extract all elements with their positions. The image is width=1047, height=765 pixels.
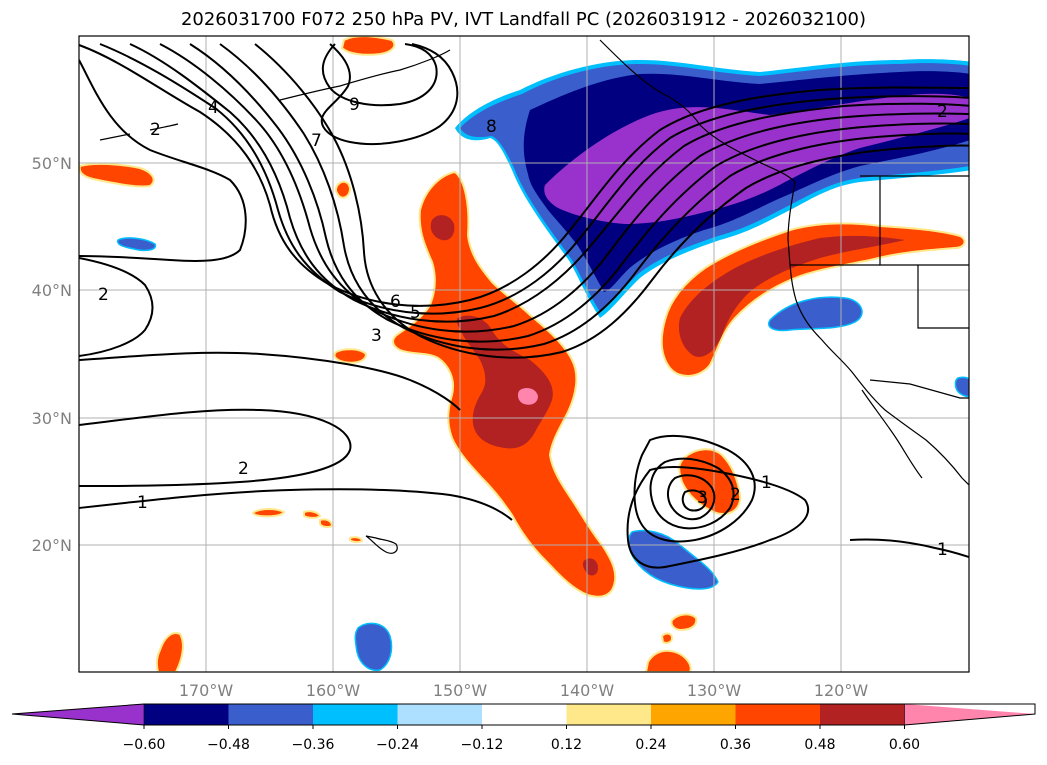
colorbar-bin (651, 704, 736, 725)
contour-label: 2 (937, 102, 948, 122)
patch-hawaii-w1 (252, 508, 286, 518)
patch-hawaii-w2 (303, 510, 322, 519)
contour-label: 5 (410, 303, 421, 323)
contour-label: 1 (761, 473, 772, 493)
lat-label: 40°N (32, 281, 72, 300)
red-blob-north (430, 215, 455, 241)
colorbar-under-extension (12, 704, 144, 725)
colorbar-over-extension (904, 704, 1035, 725)
colorbar-tick-label: −0.48 (207, 737, 250, 753)
colorbar-bin (228, 704, 313, 725)
patch-hawaii-w4 (349, 536, 364, 544)
contour-label: 1 (137, 493, 148, 513)
lon-labels: 170°W 160°W 150°W 140°W 130°W 120°W (179, 681, 869, 700)
colorbar-tick-label: −0.36 (292, 737, 335, 753)
pv-contours (79, 43, 969, 569)
positive-ivt-shading (79, 36, 966, 672)
contour-label: 4 (208, 98, 219, 118)
lat-labels: 50°N 40°N 30°N 20°N (32, 154, 72, 555)
contour-label: 2 (238, 459, 249, 479)
patch-sw-corner (155, 632, 184, 672)
patch-west-edge (79, 162, 155, 188)
contour-label: 8 (486, 117, 497, 137)
contour-label: 7 (311, 131, 322, 151)
patch-south-2 (644, 649, 692, 672)
contour-label: 6 (390, 292, 401, 312)
colorbar-tick-label: 0.48 (804, 737, 835, 753)
lon-label: 160°W (306, 681, 361, 700)
contour-label: 1 (937, 540, 948, 560)
map-frame (78, 35, 970, 673)
patch-south-positive (678, 448, 742, 515)
colorbar-tick-label: 0.36 (720, 737, 751, 753)
colorbar-tick-label: 0.12 (551, 737, 582, 753)
lat-label: 30°N (32, 409, 72, 428)
colorbar-bin (735, 704, 820, 725)
patch-south-4 (660, 632, 674, 644)
coastlines (99, 39, 969, 554)
patch-hawaii-w3 (319, 518, 334, 529)
contour-label-group: 4 2 7 9 8 2 6 5 3 2 2 1 1 3 2 1 (98, 95, 948, 560)
colorbar-tick-label: −0.60 (123, 737, 166, 753)
colorbar-tick-label: 0.60 (889, 737, 920, 753)
colorbar-bin (144, 704, 229, 725)
colorbar-bin (820, 704, 905, 725)
patch-south-3 (670, 613, 698, 632)
colorbar-bin (566, 704, 651, 725)
contour-label: 2 (730, 485, 741, 505)
colorbar-tick-label: 0.24 (635, 737, 666, 753)
alaska-coast (279, 49, 451, 101)
north-american-coast (599, 39, 969, 486)
lon-label: 170°W (179, 681, 234, 700)
baja-california (861, 389, 923, 479)
border-states-3 (917, 265, 969, 329)
contour-label: 9 (349, 95, 360, 115)
lon-label: 130°W (687, 681, 742, 700)
colorbar: −0.60 −0.48 −0.36 −0.24 −0.12 0.12 0.24 … (11, 703, 1036, 753)
contour-label: 3 (697, 488, 708, 508)
lon-label: 120°W (814, 681, 869, 700)
lat-label: 20°N (32, 536, 72, 555)
lon-label: 150°W (433, 681, 488, 700)
coastal-plume-red (678, 235, 905, 357)
lat-label: 50°N (32, 154, 72, 173)
pink-core (517, 388, 538, 405)
patch-hawaii-north (333, 348, 368, 364)
border-us-mexico (869, 379, 969, 399)
coastal-plume (660, 222, 966, 377)
colorbar-bin (482, 704, 567, 725)
contour-label: 2 (98, 285, 109, 305)
lon-label: 140°W (560, 681, 615, 700)
patch-top-alaska (340, 36, 396, 56)
colorbar-ticks (143, 725, 905, 729)
map-area: 4 2 7 9 8 2 6 5 3 2 2 1 1 3 2 1 (79, 36, 969, 672)
blue-patch-east (954, 376, 969, 398)
plot-title: 2026031700 F072 250 hPa PV, IVT Landfall… (180, 9, 867, 30)
patch-west-small (334, 180, 352, 199)
contour-label: 3 (371, 326, 382, 346)
blue-patch-west (116, 237, 157, 252)
hawaii (365, 535, 398, 554)
colorbar-bin (397, 704, 482, 725)
colorbar-tick-label: −0.24 (376, 737, 419, 753)
blue-patch-central (768, 296, 863, 332)
contour-label: 2 (150, 120, 161, 140)
colorbar-tick-label: −0.12 (461, 737, 504, 753)
blue-patch-hawaii (354, 622, 393, 672)
colorbar-bin (313, 704, 398, 725)
